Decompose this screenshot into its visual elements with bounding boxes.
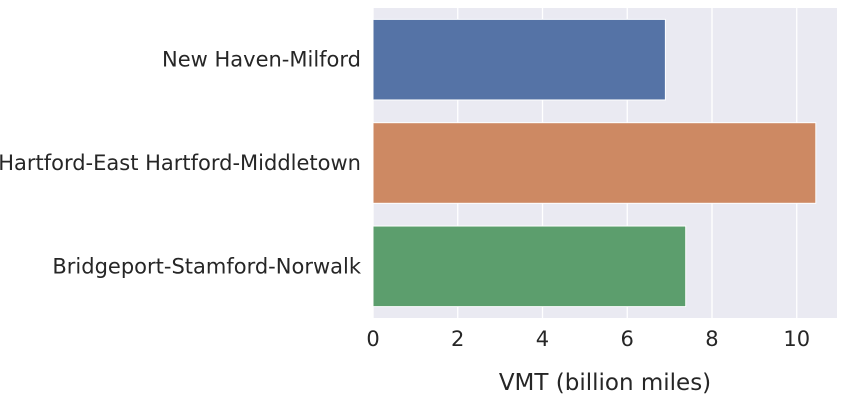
bar: [372, 18, 666, 101]
bar: [372, 225, 687, 308]
category-label: New Haven-Milford: [162, 48, 361, 72]
category-labels: New Haven-Milford Hartford-East Hartford-…: [0, 48, 362, 279]
x-tick-label: 8: [705, 327, 718, 351]
x-tick-label: 4: [536, 327, 549, 351]
bars-group: [372, 18, 817, 308]
category-label: Bridgeport-Stamford-Norwalk: [52, 254, 361, 278]
x-tick-label: 2: [451, 327, 464, 351]
x-tick-label: 0: [366, 327, 379, 351]
x-tick-label: 10: [783, 327, 810, 351]
x-tick-labels: 0 2 4 6 8 10: [366, 327, 810, 351]
category-label: Hartford-East Hartford-Middletown: [0, 151, 361, 175]
bar: [372, 122, 817, 204]
x-tick-label: 6: [621, 327, 634, 351]
x-axis-label: VMT (billion miles): [499, 370, 711, 396]
